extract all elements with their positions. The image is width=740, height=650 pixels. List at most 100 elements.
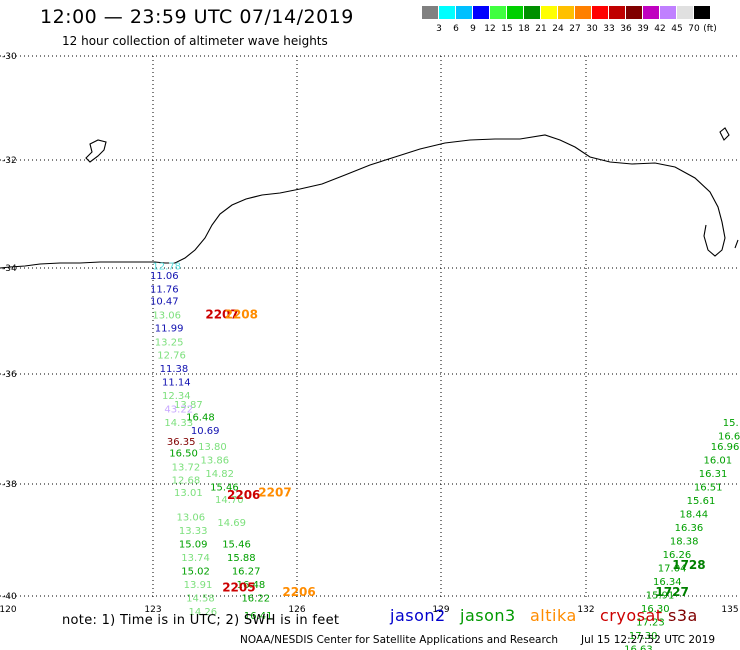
legend-swatch — [456, 6, 473, 19]
wave-height-label: 14.26 — [189, 607, 218, 618]
pass-time-label: 1727 — [655, 585, 688, 599]
pass-time-label: 1728 — [672, 558, 705, 572]
lon-label: 135 — [721, 605, 738, 615]
wave-height-label: 16.6 — [718, 431, 740, 442]
lat-label: -40 — [2, 592, 17, 602]
legend-label: 15 — [501, 24, 513, 34]
wave-height-label: 16.41 — [244, 611, 273, 622]
legend-swatch — [592, 6, 609, 19]
wave-height-label: 15.46 — [222, 539, 251, 550]
page-title: 12:00 — 23:59 UTC 07/14/2019 — [40, 6, 354, 28]
lon-label: 132 — [577, 605, 594, 615]
lon-label: 123 — [144, 605, 161, 615]
wave-height-label: 15.09 — [179, 539, 208, 550]
coastline-southern-australia-tail — [734, 239, 739, 249]
wave-height-label: 13.74 — [181, 553, 210, 564]
wave-height-label: 16.01 — [704, 456, 733, 467]
wave-height-label: 11.06 — [150, 271, 179, 282]
legend-label: 45 — [671, 24, 683, 34]
legend-label: 30 — [586, 24, 598, 34]
legend-swatch — [677, 6, 694, 19]
legend-swatch — [643, 6, 660, 19]
legend-swatch — [490, 6, 507, 19]
lat-labels: -30 -32 -34 -36 -38 -40 — [2, 52, 17, 602]
wave-height-label: 13.87 — [174, 400, 203, 411]
legend-swatch — [524, 6, 541, 19]
coastline-southern-australia — [0, 134, 726, 269]
wave-height-label: 11.99 — [155, 323, 184, 334]
wave-height-label: 12.34 — [162, 391, 191, 402]
satellite-name: jason3 — [460, 606, 516, 625]
legend-swatch — [558, 6, 575, 19]
legend-label: 6 — [453, 24, 459, 34]
lat-label: -32 — [2, 156, 17, 166]
lon-label: 126 — [288, 605, 305, 615]
legend-swatch — [541, 6, 558, 19]
wave-height-label: 16.31 — [699, 469, 728, 480]
wave-height-label: 13.33 — [179, 526, 208, 537]
wave-height-label: 16.36 — [675, 523, 704, 534]
legend-label: 33 — [603, 24, 615, 34]
footer-timestamp: Jul 15 12:27:52 UTC 2019 — [581, 634, 716, 646]
satellite-name: altika — [530, 606, 577, 625]
wave-height-label: 16.34 — [653, 577, 682, 588]
lon-gridlines — [152, 56, 587, 600]
wave-height-label: 14.70 — [215, 495, 244, 506]
wave-height-label: 12.68 — [172, 476, 201, 487]
legend-label: 42 — [654, 24, 666, 34]
wave-height-label: 12.76 — [157, 350, 186, 361]
legend-swatch — [439, 6, 456, 19]
legend-unit: (ft) — [703, 24, 717, 34]
wave-height-label: 13.25 — [155, 337, 184, 348]
wave-height-label: 18.38 — [670, 537, 699, 548]
wave-height-label: 15.02 — [181, 566, 210, 577]
wave-height-label: 16.96 — [711, 442, 740, 453]
legend-label: 9 — [470, 24, 476, 34]
wave-height-label: 15.61 — [687, 496, 716, 507]
wave-height-label: 36.35 — [167, 437, 196, 448]
lat-label: -38 — [2, 480, 17, 490]
footer-credit: NOAA/NESDIS Center for Satellite Applica… — [240, 634, 558, 646]
wave-height-label: 16.51 — [694, 483, 723, 494]
wave-height-label: 11.38 — [160, 364, 189, 375]
wave-height-label: 43.22 — [164, 404, 193, 415]
island-small — [719, 127, 730, 141]
wave-height-label: 15. — [723, 418, 739, 429]
legend-label: 70 — [688, 24, 700, 34]
wave-height-label: 14.33 — [164, 418, 193, 429]
lat-label: -30 — [2, 52, 17, 62]
wave-height-label: 10.47 — [150, 296, 179, 307]
legend-label: 18 — [518, 24, 530, 34]
wave-height-label: 16.63 — [624, 645, 653, 650]
pass-time-label: 2206 — [227, 488, 260, 502]
legend-label: 12 — [484, 24, 496, 34]
wave-height-label: 13.91 — [184, 580, 213, 591]
satellite-name: jason2 — [390, 606, 446, 625]
wave-height-label: 16.22 — [241, 593, 270, 604]
lat-gridlines — [0, 55, 740, 597]
lat-label: -34 — [2, 264, 17, 274]
legend-label: 24 — [552, 24, 564, 34]
pass-time-label: 2207 — [205, 307, 238, 321]
legend-swatch — [575, 6, 592, 19]
pass-time-label: 2205 — [222, 581, 255, 595]
legend-swatch — [507, 6, 524, 19]
pass-time-label: 2207 — [258, 486, 291, 500]
legend-swatch — [660, 6, 677, 19]
legend-label: 21 — [535, 24, 547, 34]
wave-height-label: 13.06 — [152, 310, 181, 321]
wave-height-label: 11.76 — [150, 285, 179, 296]
wave-height-label: 16.48 — [186, 413, 215, 424]
wave-height-label: 13.06 — [176, 512, 205, 523]
legend-swatch — [694, 6, 711, 19]
wave-height-label: 13.80 — [198, 442, 227, 453]
wave-height-label: 14.58 — [186, 593, 215, 604]
legend-swatch — [422, 6, 439, 19]
wave-height-label: 15.91 — [646, 591, 675, 602]
island-recherche — [85, 139, 107, 163]
legend-label: 36 — [620, 24, 632, 34]
wave-height-label: 16.26 — [663, 550, 692, 561]
